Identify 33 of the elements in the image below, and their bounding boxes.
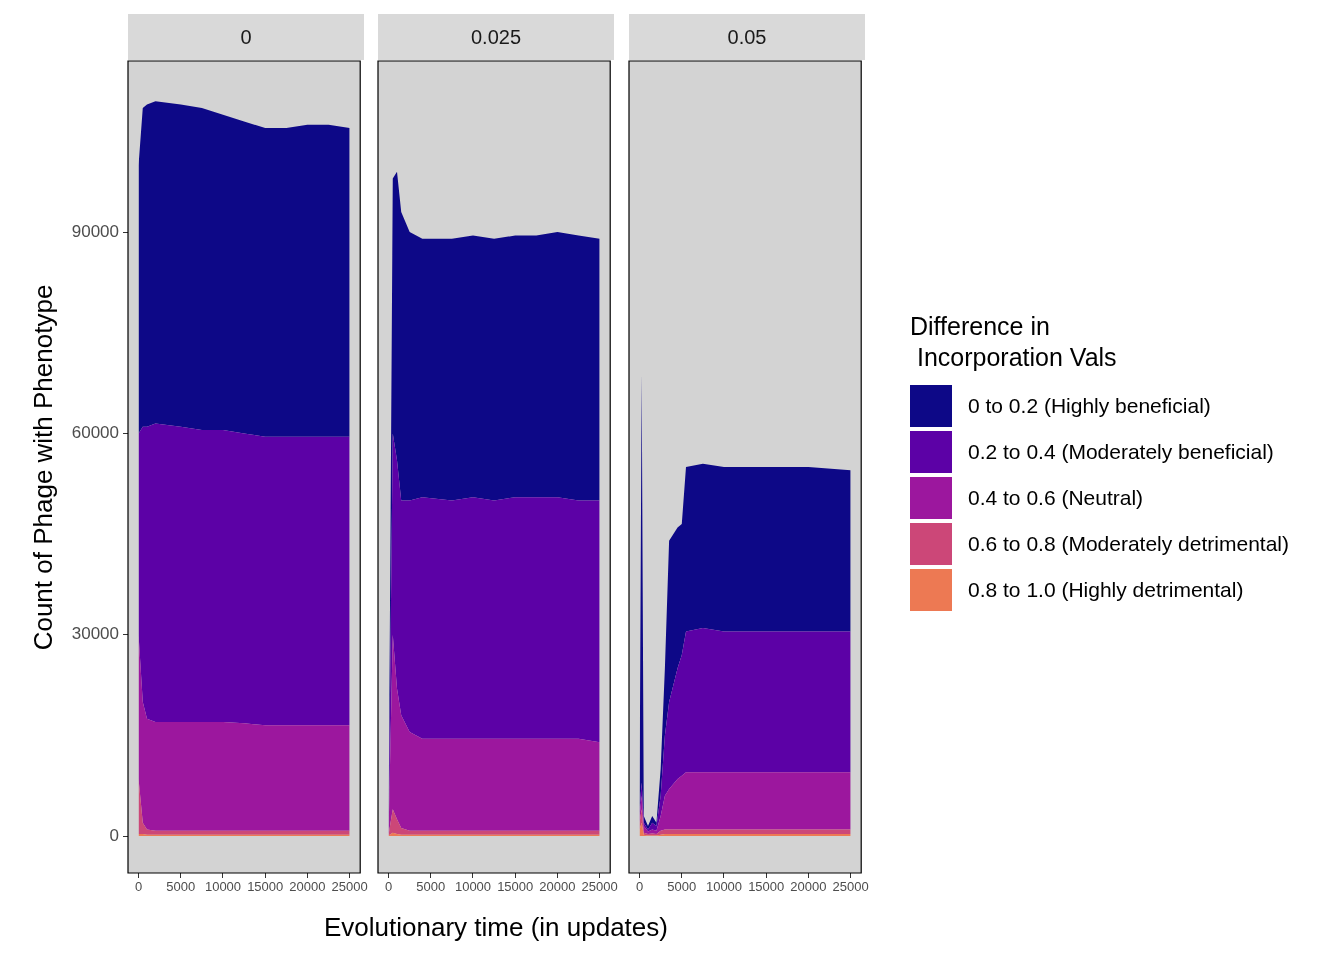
x-tick-label: 20000	[790, 879, 827, 895]
legend-label: 0.6 to 0.8 (Moderately detrimental)	[968, 532, 1289, 556]
x-tick-label: 5000	[667, 879, 697, 895]
chart-title: 0.025	[378, 14, 614, 60]
x-tick-label: 0	[384, 879, 393, 895]
x-tick-label: 25000	[581, 879, 618, 895]
y-tick-label: 90000	[71, 221, 119, 241]
x-tick-label: 0	[635, 879, 644, 895]
x-tick-label: 10000	[705, 879, 743, 895]
x-tick-label: 5000	[416, 879, 446, 895]
x-axis-title: Evolutionary time (in updates)	[323, 912, 669, 943]
x-tick-label: 25000	[832, 879, 869, 895]
legend-label: 0.4 to 0.6 (Neutral)	[968, 486, 1144, 510]
x-tick-label: 5000	[166, 879, 196, 895]
legend-title: Difference in Incorporation Vals	[910, 311, 1118, 373]
x-tick-label: 20000	[539, 879, 576, 895]
legend-label: 0 to 0.2 (Highly beneficial)	[968, 394, 1211, 418]
y-axis-title: Count of Phage with Phenotype	[27, 284, 59, 650]
x-tick-label: 15000	[497, 879, 534, 895]
legend-label: 0.2 to 0.4 (Moderately beneficial)	[968, 440, 1274, 464]
y-tick-label: 0	[109, 825, 119, 845]
x-tick-label: 15000	[247, 879, 284, 895]
x-tick-label: 25000	[331, 879, 368, 895]
x-tick-label: 10000	[204, 879, 242, 895]
y-tick-label: 60000	[71, 423, 119, 443]
x-tick-label: 0	[134, 879, 143, 895]
legend-label: 0.8 to 1.0 (Highly detrimental)	[968, 578, 1244, 602]
chart-title: 0.05	[629, 14, 865, 60]
x-tick-label: 20000	[289, 879, 326, 895]
y-tick-label: 30000	[71, 624, 119, 644]
x-tick-label: 10000	[454, 879, 492, 895]
chart-title: 0	[128, 14, 364, 60]
x-tick-label: 15000	[748, 879, 785, 895]
